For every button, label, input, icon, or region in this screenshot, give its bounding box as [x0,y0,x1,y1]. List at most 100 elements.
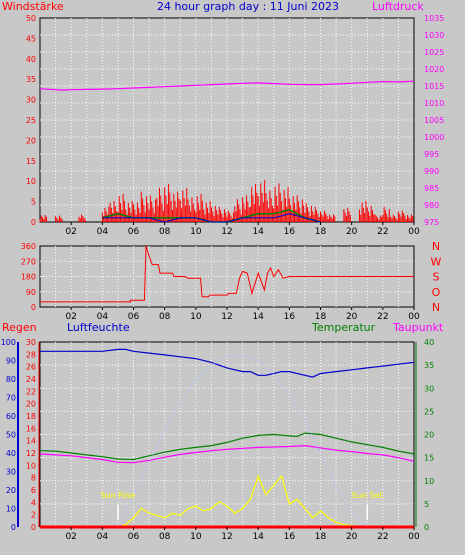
y-tick-label-left: 50 [26,14,36,23]
x-tick-label: 10 [190,532,202,542]
compass-label: N [432,301,440,314]
y-tick-label-right: 1010 [424,99,444,108]
wind-pressure-chart: 0510152025303540455097598098599099510001… [26,14,445,237]
y-tick-label-humidity: 50 [6,431,16,440]
y-tick-label-humidity: 90 [6,357,16,366]
x-tick-label: 06 [128,312,140,322]
y-tick-label-rain: 20 [26,400,36,409]
x-tick-label: 14 [252,532,264,542]
temperature-label: Temperatur [311,321,376,334]
pressure-line [39,80,415,91]
y-tick-label-temperature: 10 [424,477,434,486]
x-tick-label: 06 [128,532,140,542]
y-tick-label-rain: 6 [31,486,36,495]
y-tick-label-rain: 24 [26,375,36,384]
pressure-label: Luftdruck [372,0,424,13]
y-tick-label-right: 990 [424,167,439,176]
y-tick-label-right: 985 [424,184,439,193]
rain-humidity-temperature-chart: 0102030405060708090100024681012141618202… [1,338,434,542]
x-tick-label: 22 [377,227,388,237]
y-tick-label-temperature: 35 [424,361,434,370]
y-tick-label-left: 35 [26,75,36,84]
x-tick-label: 06 [128,227,140,237]
y-tick-label-humidity: 30 [6,468,16,477]
x-tick-label: 20 [346,532,358,542]
y-tick-label-left: 270 [21,257,36,266]
y-tick-label-left: 40 [26,55,36,64]
y-tick-label-rain: 18 [26,412,36,421]
x-tick-label: 16 [284,312,296,322]
series-line-temperatur [39,432,415,461]
x-tick-label: 12 [221,227,232,237]
y-tick-label-right: 1025 [424,48,444,57]
sunrise-label: Sun Rise [101,491,136,500]
y-tick-label-rain: 22 [26,387,36,396]
x-tick-label: 16 [284,227,296,237]
y-tick-label-humidity: 60 [6,412,16,421]
x-tick-label: 00 [408,312,420,322]
x-tick-label: 14 [252,227,264,237]
x-tick-label: 20 [346,312,358,322]
x-tick-label: 08 [159,532,171,542]
rain-label: Regen [2,321,37,334]
y-tick-label-rain: 2 [31,511,36,520]
x-tick-label: 14 [252,312,264,322]
x-tick-label: 02 [65,532,76,542]
x-tick-label: 18 [315,227,327,237]
y-tick-label-rain: 10 [26,461,36,470]
dewpoint-label: Taupunkt [392,321,444,334]
x-tick-label: 12 [221,532,232,542]
series-line-luftfeuchte [40,348,415,378]
y-tick-label-right: 975 [424,218,439,227]
y-tick-label-temperature: 15 [424,454,434,463]
y-tick-label-humidity: 100 [1,338,16,347]
y-tick-label-left: 25 [26,116,36,125]
y-tick-label-rain: 0 [31,523,36,532]
y-tick-label-rain: 30 [26,338,36,347]
y-tick-label-rain: 8 [31,474,36,483]
humidity-label: Luftfeuchte [67,321,130,334]
x-tick-label: 04 [97,312,109,322]
compass-label: O [432,286,441,299]
y-tick-label-rain: 26 [26,363,36,372]
y-tick-label-right: 1005 [424,116,444,125]
y-tick-label-left: 90 [26,288,36,297]
y-tick-label-temperature: 30 [424,384,434,393]
y-tick-label-rain: 28 [26,350,36,359]
x-tick-label: 20 [346,227,358,237]
y-tick-label-right: 1030 [424,31,444,40]
y-tick-label-rain: 12 [26,449,36,458]
y-tick-label-rain: 16 [26,424,36,433]
x-tick-label: 00 [408,227,420,237]
x-tick-label: 22 [377,312,388,322]
y-tick-label-humidity: 20 [6,486,16,495]
compass-label: W [431,255,442,268]
y-tick-label-temperature: 0 [424,523,429,532]
wind-label: Windstärke [2,0,64,13]
x-tick-label: 18 [315,532,327,542]
x-tick-label: 04 [97,532,109,542]
y-tick-label-left: 0 [31,218,36,227]
y-tick-label-right: 980 [424,201,439,210]
y-tick-label-left: 10 [26,177,36,186]
y-tick-label-rain: 4 [31,498,36,507]
y-tick-label-right: 1000 [424,133,444,142]
y-tick-label-humidity: 0 [11,523,16,532]
x-tick-label: 08 [159,312,171,322]
y-tick-label-left: 360 [21,242,36,251]
y-tick-label-left: 30 [26,96,36,105]
wind-direction-line [40,245,414,303]
x-tick-label: 02 [65,227,76,237]
x-tick-label: 18 [315,312,327,322]
x-tick-label: 22 [377,532,388,542]
x-tick-label: 02 [65,312,76,322]
series-line-taupunkt [39,444,415,464]
wind-blue-line [102,213,321,223]
x-tick-label: 04 [97,227,109,237]
x-tick-label: 08 [159,227,171,237]
y-tick-label-left: 15 [26,157,36,166]
sunset-label: Sun Set [352,491,383,500]
